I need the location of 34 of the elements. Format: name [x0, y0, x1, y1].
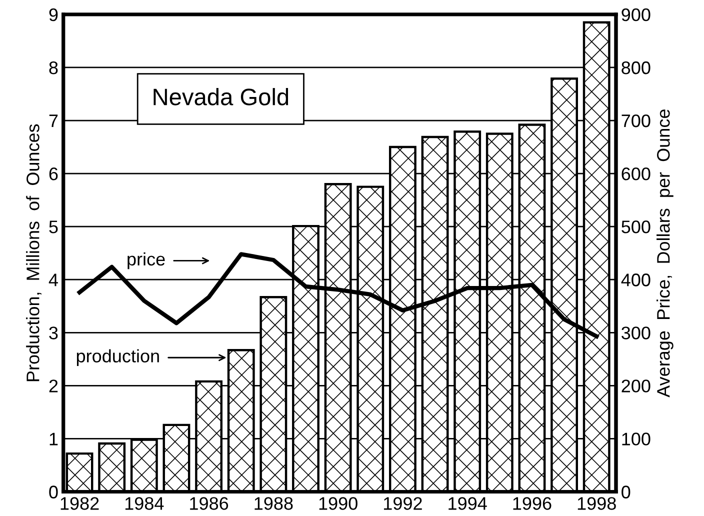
y-tick-label: 5	[49, 220, 58, 234]
y-axis-title: Production, Millions of Ounces	[26, 124, 42, 382]
x-tick-label: 1982	[60, 497, 99, 510]
y2-tick-label: 600	[622, 167, 650, 180]
y2-axis-title: Average Price, Dollars per Ounce	[656, 110, 674, 398]
y2-tick-label: 800	[622, 61, 650, 74]
y2-tick-label: 200	[622, 380, 650, 392]
text: Nevada Gold	[154, 88, 288, 106]
x-tick-label: 1998	[578, 497, 616, 510]
y-tick-label: 1	[50, 432, 58, 446]
x-tick-label: 1986	[190, 497, 228, 510]
y-tick-label: 4	[48, 274, 58, 286]
y2-tick-label: 300	[622, 326, 650, 340]
y-tick-label: 7	[49, 114, 58, 128]
annotation: production	[76, 349, 159, 366]
y2-tick-label: 500	[622, 220, 650, 234]
y-tick-label: 9	[49, 8, 58, 22]
y-tick-label: 2	[49, 380, 58, 392]
x-tick-label: 1992	[384, 497, 422, 510]
y-tick-label: 6	[49, 167, 58, 180]
y2-tick-label: 700	[622, 114, 650, 128]
y2-tick-label: 900	[622, 8, 650, 22]
x-tick-label: 1990	[319, 497, 358, 510]
y2-tick-label: 100	[622, 432, 650, 446]
x-tick-label: 1996	[513, 497, 552, 510]
y-tick-label: 3	[49, 326, 58, 340]
x-tick-label: 1994	[448, 497, 487, 510]
annotation: price	[128, 252, 165, 270]
y2-tick-label: 400	[621, 274, 650, 286]
x-tick-label: 1984	[125, 497, 164, 510]
y-tick-label: 0	[49, 486, 58, 498]
y-tick-label: 8	[49, 61, 58, 74]
x-tick-label: 1988	[254, 497, 293, 510]
y2-tick-label: 0	[622, 486, 630, 498]
